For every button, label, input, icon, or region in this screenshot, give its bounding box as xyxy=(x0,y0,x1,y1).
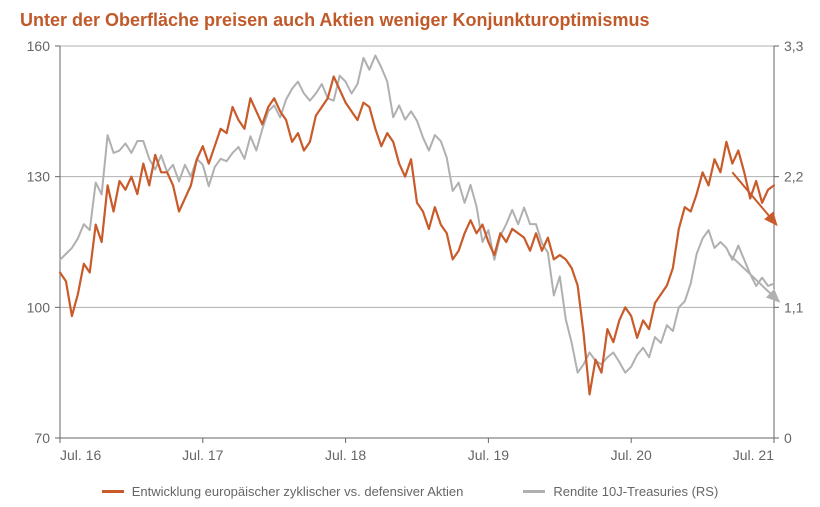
svg-text:2,2: 2,2 xyxy=(784,169,804,185)
legend-label-0: Entwicklung europäischer zyklischer vs. … xyxy=(132,484,464,499)
svg-text:Jul. 17: Jul. 17 xyxy=(182,447,223,463)
legend-swatch-0 xyxy=(102,490,124,493)
svg-text:0: 0 xyxy=(784,430,792,446)
legend-label-1: Rendite 10J-Treasuries (RS) xyxy=(553,484,718,499)
legend-item-1: Rendite 10J-Treasuries (RS) xyxy=(523,484,718,499)
legend: Entwicklung europäischer zyklischer vs. … xyxy=(0,484,820,499)
svg-text:3,3: 3,3 xyxy=(784,38,804,54)
svg-text:Jul. 16: Jul. 16 xyxy=(60,447,101,463)
svg-text:100: 100 xyxy=(27,299,51,315)
chart-plot: 70 100 130 160 0 1,1 2,2 3,3 Jul. 16 Jul. 17 Jul. … xyxy=(20,36,814,488)
svg-text:Jul. 19: Jul. 19 xyxy=(468,447,509,463)
chart-title: Unter der Oberfläche preisen auch Aktien… xyxy=(20,10,649,31)
legend-swatch-1 xyxy=(523,490,545,493)
svg-text:130: 130 xyxy=(27,169,51,185)
svg-text:70: 70 xyxy=(34,430,50,446)
chart-container: Unter der Oberfläche preisen auch Aktien… xyxy=(0,0,820,507)
svg-text:160: 160 xyxy=(27,38,51,54)
svg-text:Jul. 18: Jul. 18 xyxy=(325,447,366,463)
svg-text:1,1: 1,1 xyxy=(784,299,804,315)
legend-item-0: Entwicklung europäischer zyklischer vs. … xyxy=(102,484,464,499)
svg-text:Jul. 21: Jul. 21 xyxy=(733,447,774,463)
svg-text:Jul. 20: Jul. 20 xyxy=(611,447,652,463)
